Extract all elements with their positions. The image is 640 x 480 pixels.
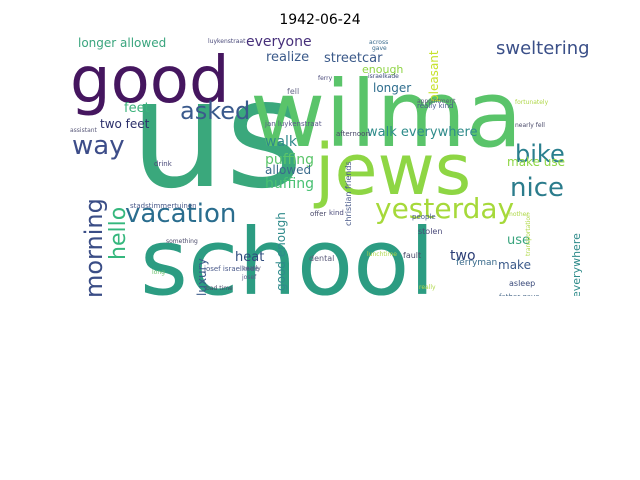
cloud-word: school xyxy=(140,209,435,296)
cloud-word: two xyxy=(450,248,476,264)
cloud-word: two feet xyxy=(100,117,150,131)
cloud-word: good xyxy=(70,44,230,118)
cloud-word: walk everywhere xyxy=(367,125,478,140)
cloud-word: appointment xyxy=(417,98,456,105)
cloud-word: fault xyxy=(403,251,421,260)
cloud-word: gave xyxy=(372,45,387,52)
cloud-word: asleep xyxy=(509,279,535,288)
cloud-word: nice xyxy=(510,173,564,203)
cloud-word: wilma xyxy=(250,61,522,168)
cloud-word: ferry xyxy=(318,75,333,82)
cloud-word: fortunately xyxy=(515,99,549,106)
cloud-word: drink xyxy=(154,160,173,168)
cloud-word: us xyxy=(130,48,303,222)
cloud-word: mother xyxy=(507,211,529,218)
cloud-word: kind xyxy=(329,209,344,217)
cloud-word: father gave xyxy=(499,293,540,296)
cloud-word: really xyxy=(419,284,436,291)
cloud-word: ferryman xyxy=(456,258,497,268)
cloud-word: offer xyxy=(310,210,326,218)
cloud-word: across xyxy=(369,39,388,46)
cloud-word: nearly fell xyxy=(515,122,545,129)
cloud-word: lunchtime xyxy=(367,251,397,258)
cloud-word: stolen xyxy=(418,227,442,236)
chart-title: 1942-06-24 xyxy=(279,12,361,28)
cloud-word: heat xyxy=(235,250,264,265)
cloud-word: nearly xyxy=(242,265,261,272)
cloud-word: transportation xyxy=(525,213,532,256)
cloud-word: assistant xyxy=(70,127,98,134)
cloud-word: feet xyxy=(124,101,150,116)
cloud-word: longer allowed xyxy=(78,36,166,50)
cloud-word: hello xyxy=(106,207,131,260)
cloud-word: sweltering xyxy=(496,38,590,59)
cloud-word: something xyxy=(166,238,198,245)
cloud-word: israelkade xyxy=(368,73,399,80)
cloud-word: way xyxy=(72,131,125,161)
cloud-word: realize xyxy=(266,50,309,65)
cloud-word: josef israelkade xyxy=(203,265,259,273)
cloud-word: jan luykenstraat xyxy=(264,120,322,128)
cloud-word: good enough xyxy=(274,212,288,291)
cloud-word: people xyxy=(412,213,436,221)
cloud-word: stadstimmertuinen xyxy=(130,202,197,210)
cloud-word: dental xyxy=(309,254,334,263)
cloud-word: vacation xyxy=(125,199,236,229)
cloud-word: make use xyxy=(507,155,565,169)
cloud-word: longer xyxy=(373,81,411,95)
cloud-word: make xyxy=(498,258,531,272)
cloud-word: long xyxy=(152,269,165,276)
cloud-word: enough xyxy=(362,63,403,76)
cloud-word: afternoon xyxy=(336,130,370,138)
cloud-word: luxury xyxy=(195,258,209,296)
cloud-word: luykenstraat xyxy=(208,38,246,45)
cloud-word: everyone xyxy=(246,36,312,50)
cloud-word: asked xyxy=(180,97,250,125)
cloud-word: really kind xyxy=(417,102,453,110)
cloud-word: walk xyxy=(265,134,298,150)
cloud-word: puffing xyxy=(265,152,314,168)
cloud-word: josef xyxy=(241,274,257,281)
cloud-word: christian friends xyxy=(344,161,353,226)
cloud-word: morning xyxy=(80,198,108,296)
cloud-word: yesterday xyxy=(375,192,514,225)
cloud-word: pleasant xyxy=(427,50,441,102)
cloud-word: bike xyxy=(515,140,565,168)
cloud-word: everywhere xyxy=(570,233,583,296)
cloud-word: allowed xyxy=(265,163,311,177)
cloud-word: jews xyxy=(313,129,471,211)
cloud-word: use xyxy=(507,233,530,248)
cloud-word: streetcar xyxy=(324,51,383,66)
cloud-word: fell xyxy=(287,87,299,96)
word-cloud: us school wilma jews good vacation yesterday ni… xyxy=(70,36,590,296)
cloud-word: bad time xyxy=(206,285,233,292)
cloud-word: huffing xyxy=(265,176,314,192)
